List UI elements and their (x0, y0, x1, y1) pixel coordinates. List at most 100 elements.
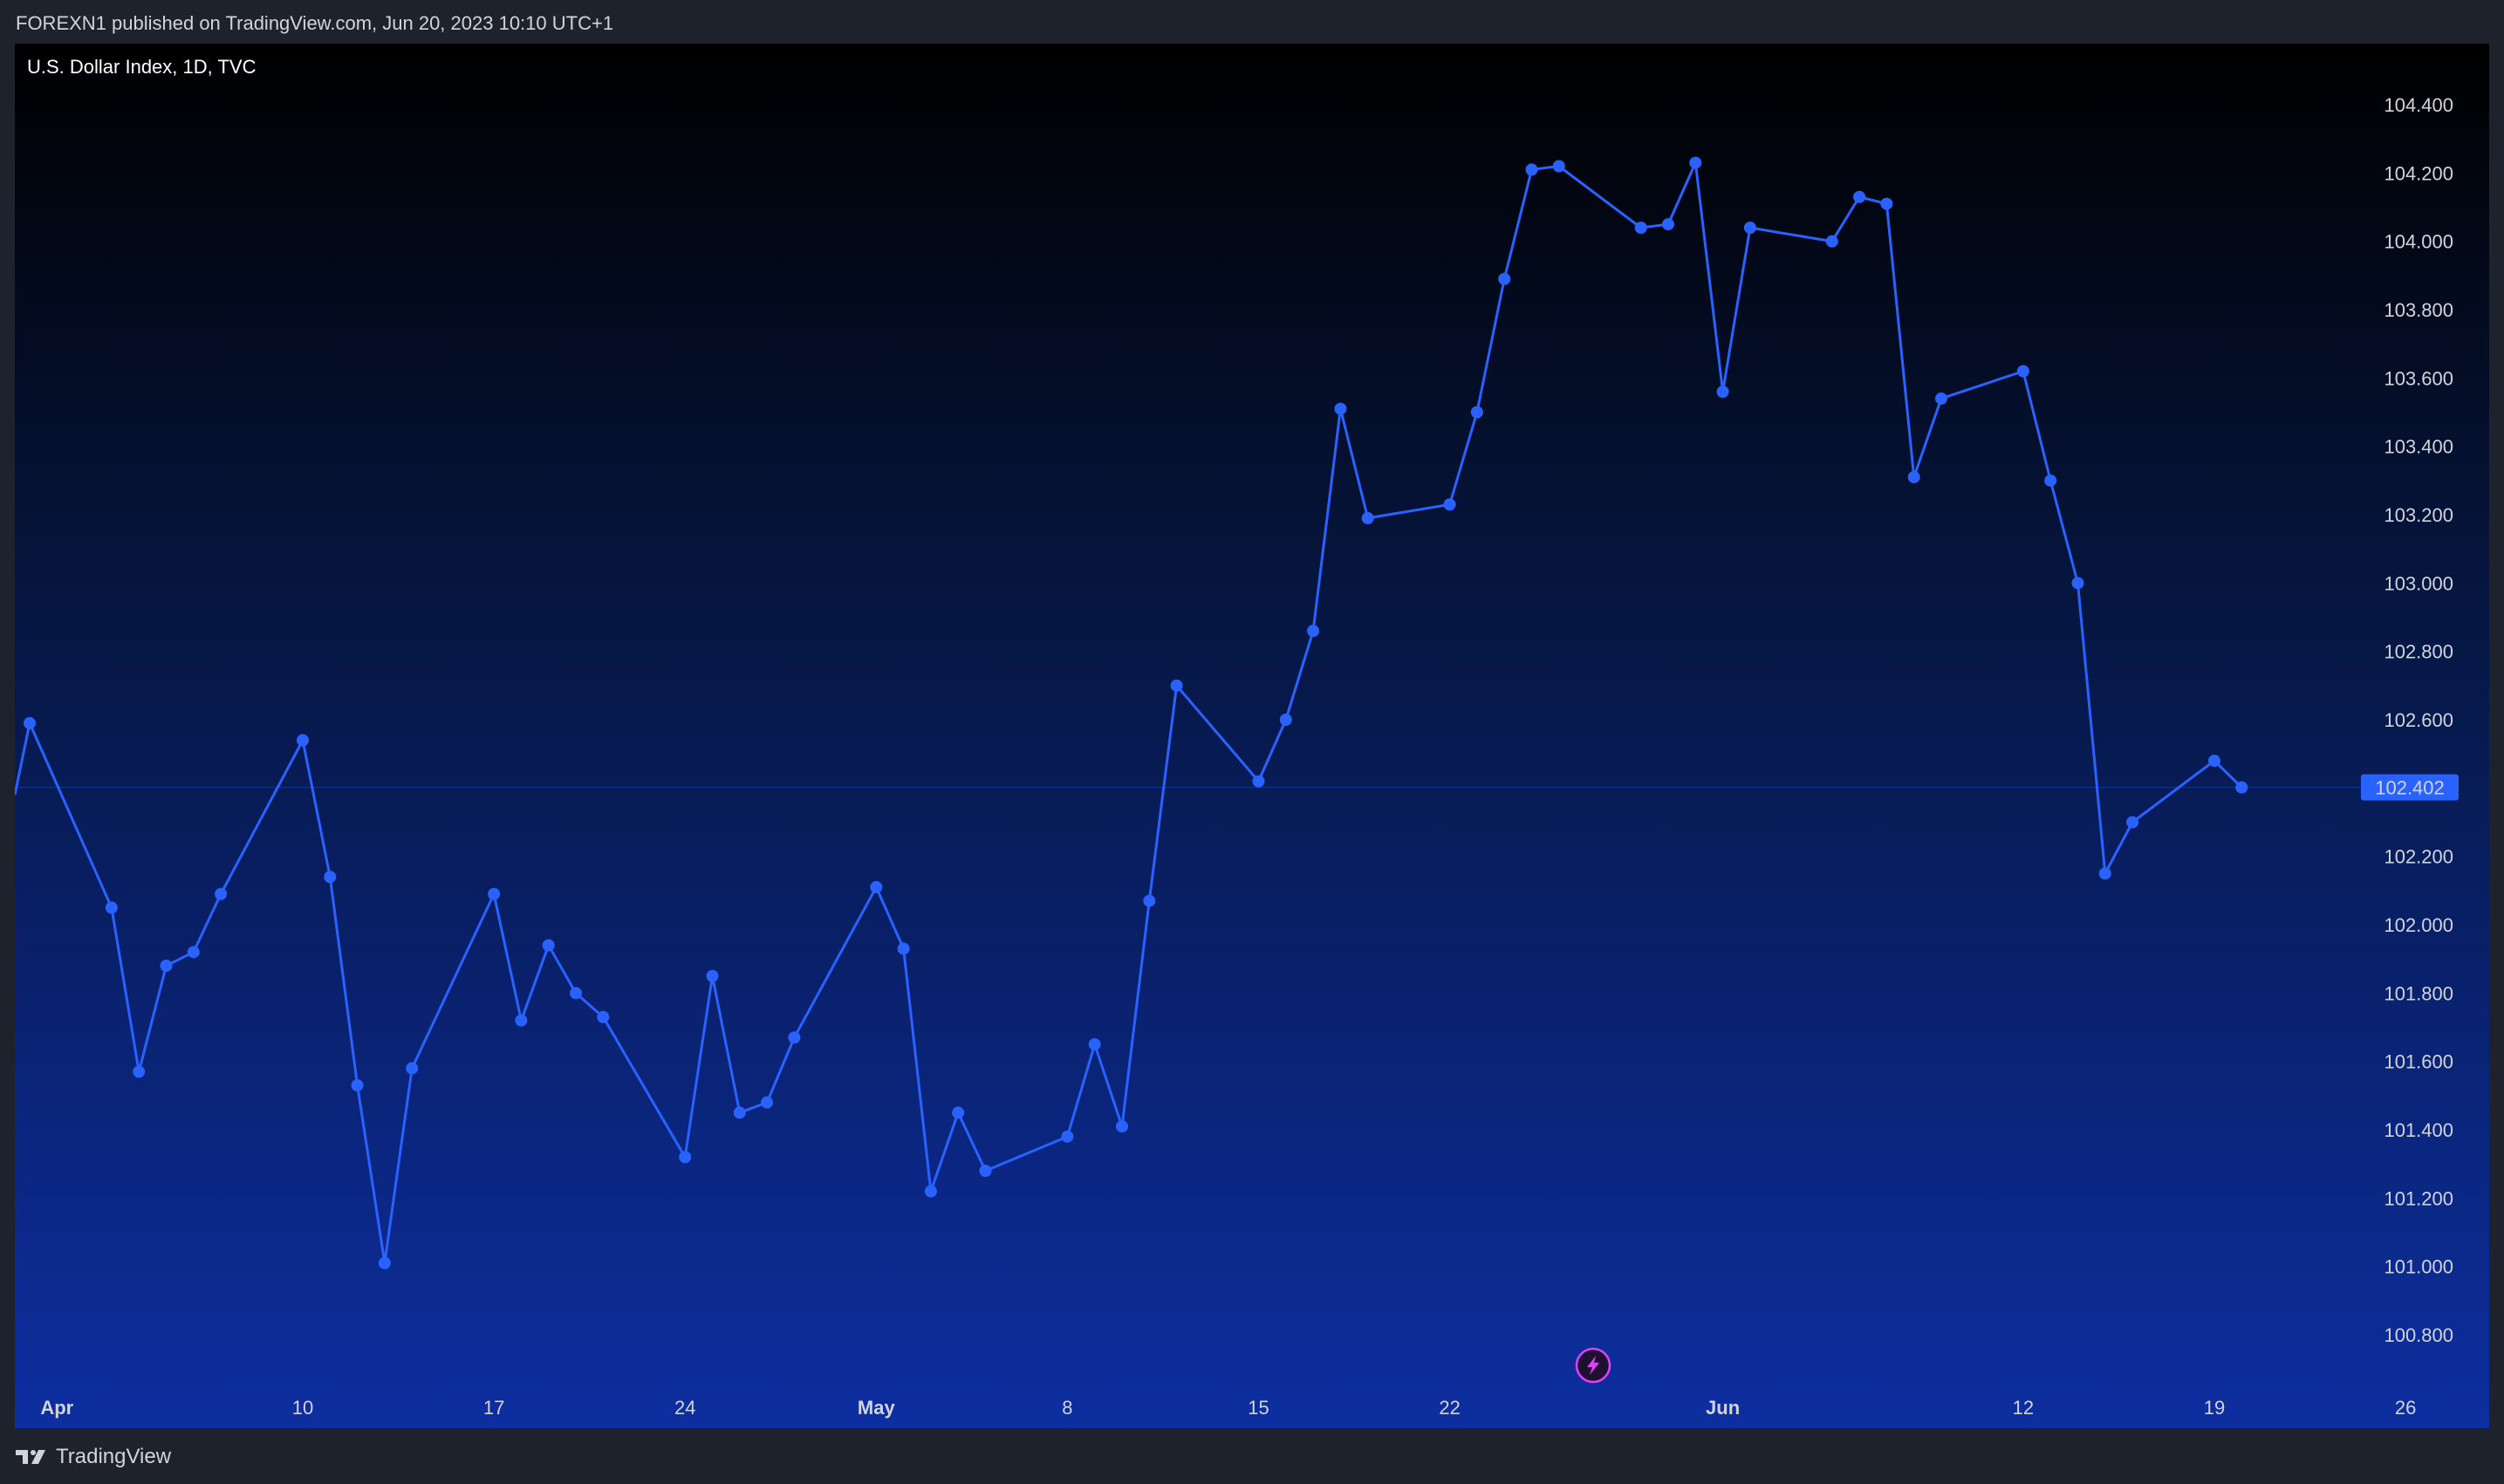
data-point (1525, 163, 1538, 176)
y-tick-label: 103.400 (2384, 436, 2453, 458)
data-point (1853, 190, 1866, 203)
data-point (1279, 714, 1292, 726)
data-point (2126, 816, 2139, 829)
data-point (2235, 781, 2248, 794)
data-point (1716, 386, 1729, 398)
data-point (160, 960, 173, 972)
series-line (28, 161, 2243, 1265)
data-point (1825, 235, 1838, 248)
y-tick-label: 103.000 (2384, 572, 2453, 594)
data-point (1470, 406, 1483, 419)
data-point (351, 1079, 364, 1092)
tradingview-brand[interactable]: TradingView (16, 1444, 171, 1470)
data-point (324, 871, 337, 884)
data-point (1935, 392, 1947, 405)
data-point (1307, 625, 1320, 638)
lightning-icon[interactable] (1575, 1347, 1611, 1384)
data-point (133, 1065, 146, 1078)
data-point (952, 1106, 965, 1119)
data-point (761, 1096, 774, 1109)
data-point (570, 987, 582, 1000)
data-point (1552, 160, 1565, 173)
y-tick-label: 101.000 (2384, 1256, 2453, 1278)
data-point (924, 1185, 937, 1198)
brand-name: TradingView (56, 1445, 172, 1468)
data-point (1116, 1120, 1128, 1133)
data-point (1061, 1130, 1074, 1143)
data-point (406, 1062, 419, 1075)
x-tick-label: May (858, 1397, 896, 1419)
data-point (733, 1106, 746, 1119)
data-point (1088, 1038, 1101, 1051)
y-tick-label: 102.800 (2384, 641, 2453, 663)
x-tick-label: 8 (1062, 1397, 1072, 1419)
y-tick-label: 104.200 (2384, 162, 2453, 184)
x-tick-label: 26 (2395, 1397, 2416, 1419)
y-tick-label: 103.200 (2384, 504, 2453, 526)
data-point (1634, 222, 1647, 234)
x-tick-label: Jun (1706, 1397, 1740, 1419)
chart-title[interactable]: U.S. Dollar Index, 1D, TVC (27, 56, 257, 78)
last-price-label: 102.402 (2375, 777, 2445, 799)
data-point (1880, 197, 1893, 210)
data-point (706, 969, 719, 982)
data-point (1170, 679, 1183, 692)
bottom-bar: TradingView (0, 1428, 2504, 1484)
data-point (1689, 156, 1702, 169)
data-point (2071, 577, 2084, 590)
y-tick-label: 104.400 (2384, 94, 2453, 116)
last-price-badge (2361, 774, 2459, 801)
data-point (1143, 894, 1156, 907)
x-tick-label: 10 (292, 1397, 313, 1419)
y-tick-label: 104.000 (2384, 231, 2453, 253)
data-point (24, 716, 36, 729)
y-tick-label: 102.000 (2384, 914, 2453, 936)
data-point (542, 939, 555, 952)
data-point (378, 1256, 391, 1269)
y-tick-label: 103.800 (2384, 299, 2453, 321)
series-line-lead (15, 722, 31, 796)
data-point (215, 887, 228, 900)
data-point (1252, 775, 1265, 788)
y-tick-label: 102.600 (2384, 709, 2453, 731)
data-point (1443, 498, 1456, 511)
data-point (979, 1165, 992, 1177)
data-point (1334, 402, 1347, 415)
data-point (1907, 470, 1920, 483)
data-point (2098, 867, 2111, 880)
x-tick-label: 15 (1248, 1397, 1269, 1419)
tradingview-logo-icon (16, 1448, 47, 1466)
chart-area[interactable]: 104.400 104.200 104.000 103.800 103.600 103.4… (15, 44, 2489, 1428)
data-point (870, 880, 883, 893)
x-tick-label: 17 (483, 1397, 504, 1419)
x-tick-label: 24 (674, 1397, 695, 1419)
data-point (1662, 218, 1674, 231)
data-point (2016, 365, 2029, 378)
x-tick-label: 12 (2013, 1397, 2034, 1419)
price-chart[interactable]: 104.400 104.200 104.000 103.800 103.600 103.4… (15, 44, 2489, 1428)
top-bar: FOREXN1 published on TradingView.com, Ju… (0, 0, 2504, 44)
data-point (679, 1151, 692, 1164)
published-info: FOREXN1 published on TradingView.com, Ju… (16, 12, 614, 34)
data-point (515, 1014, 528, 1027)
data-point (105, 901, 118, 914)
data-point (788, 1031, 801, 1044)
data-point (597, 1010, 610, 1023)
data-point (1361, 511, 1374, 524)
x-tick-label: 19 (2204, 1397, 2225, 1419)
y-tick-label: 101.200 (2384, 1187, 2453, 1209)
data-point (2208, 755, 2220, 767)
data-point (1498, 272, 1511, 285)
y-tick-label: 101.600 (2384, 1051, 2453, 1073)
data-point (897, 942, 910, 955)
x-tick-label: 22 (1439, 1397, 1460, 1419)
data-point (1743, 222, 1756, 234)
y-tick-label: 100.800 (2384, 1324, 2453, 1346)
y-tick-label: 102.200 (2384, 846, 2453, 868)
data-point (488, 887, 501, 900)
x-tick-label: Apr (40, 1397, 73, 1419)
data-point (297, 734, 309, 747)
data-point (187, 946, 200, 959)
data-point (2044, 474, 2057, 487)
y-tick-label: 101.400 (2384, 1119, 2453, 1141)
